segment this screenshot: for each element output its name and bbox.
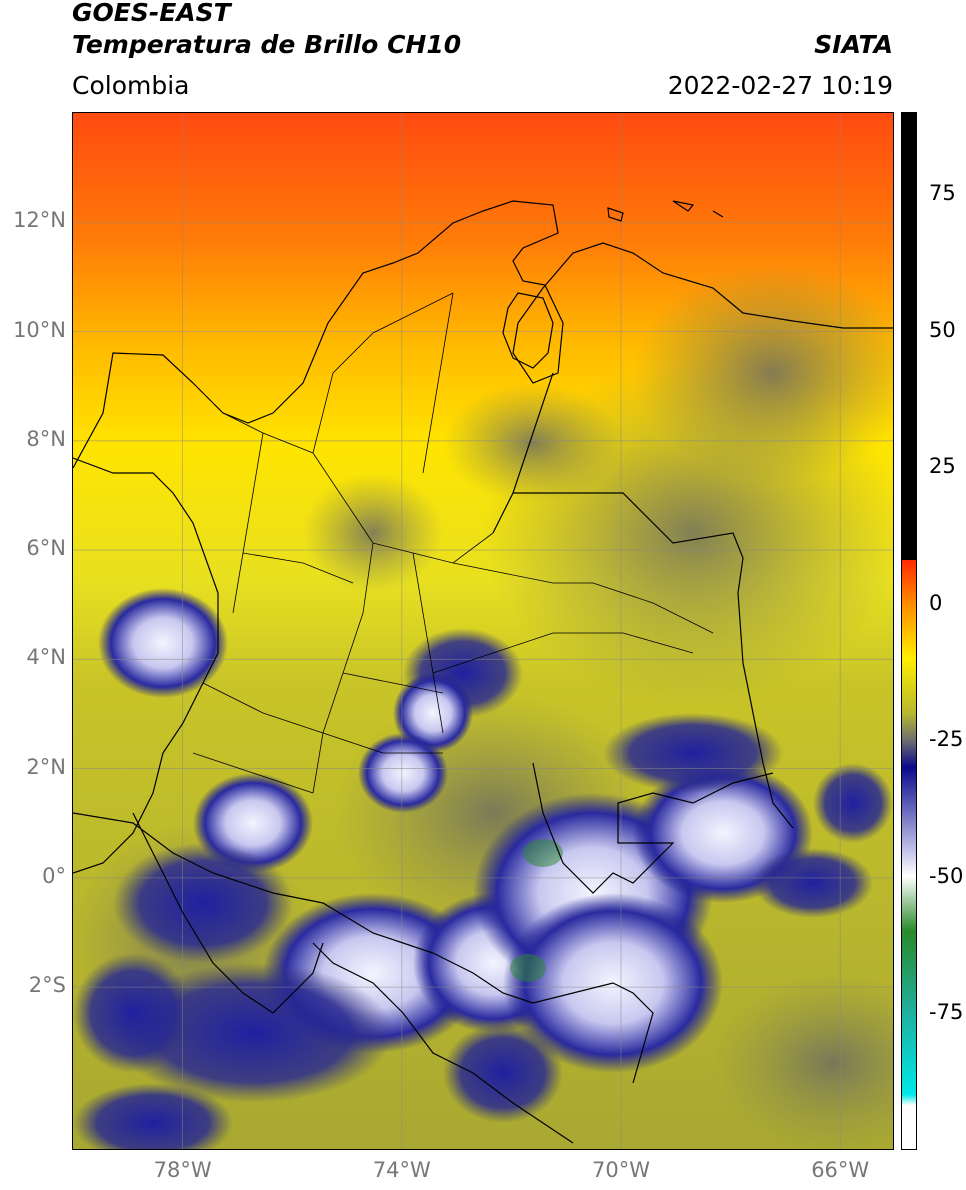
lon-tick-label: 70°W xyxy=(592,1158,650,1182)
colorbar-tick-label: 0 xyxy=(929,590,943,615)
colorbar-tick-label: 50 xyxy=(929,317,956,342)
colorbar-tick-label: -50 xyxy=(929,863,964,888)
colombia-border-south xyxy=(73,812,654,1084)
pacific-coastline xyxy=(73,457,219,874)
lat-tick-label: 4°N xyxy=(26,645,66,670)
peru-border xyxy=(312,942,574,1144)
lat-tick-label: 8°N xyxy=(26,426,66,451)
colorbar-tick-label: -75 xyxy=(929,1000,964,1025)
ecuador-border xyxy=(132,812,324,1014)
product-title: Temperatura de Brillo CH10 xyxy=(72,30,462,59)
region-label: Colombia xyxy=(72,71,190,100)
colorbar-tick-label: -25 xyxy=(929,727,964,752)
satellite-title: GOES-EAST xyxy=(72,0,231,27)
caribbean-coastline xyxy=(73,200,564,469)
lat-tick-label: 6°N xyxy=(26,536,66,561)
dept-borders xyxy=(192,292,714,794)
lake-maracaibo xyxy=(502,292,554,369)
venezuela-coastline xyxy=(542,242,893,329)
coastlines-and-borders xyxy=(73,200,893,1144)
lat-tick-label: 2°S xyxy=(28,973,66,998)
colorbar-tick-label: 25 xyxy=(929,454,956,479)
graticule xyxy=(73,113,893,1149)
colombia-border-east xyxy=(492,372,794,829)
lat-tick-label: 12°N xyxy=(13,208,66,233)
colorbar xyxy=(901,112,917,1150)
brazil-border xyxy=(532,762,774,894)
aruba-curacao xyxy=(607,200,724,222)
lat-tick-label: 2°N xyxy=(26,754,66,779)
lon-tick-label: 78°W xyxy=(153,1158,212,1182)
brightness-temperature-field xyxy=(73,113,893,1149)
satellite-map[interactable] xyxy=(72,112,894,1150)
lat-tick-label: 0° xyxy=(42,863,66,888)
lat-tick-label: 10°N xyxy=(13,317,66,342)
colorbar-tick-label: 75 xyxy=(929,180,956,205)
agency-label: SIATA xyxy=(814,30,893,59)
lon-tick-label: 74°W xyxy=(372,1158,431,1182)
datetime-label: 2022-02-27 10:19 xyxy=(667,71,893,100)
lon-tick-label: 66°W xyxy=(811,1158,870,1182)
